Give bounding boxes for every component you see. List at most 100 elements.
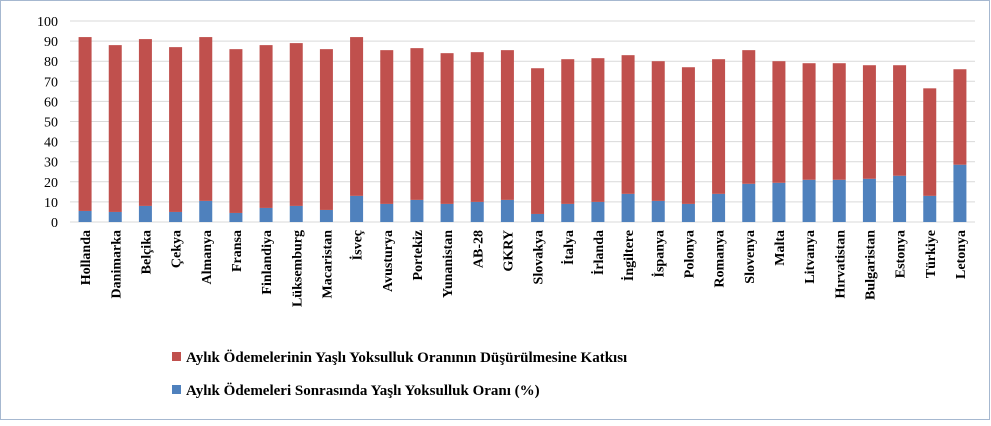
x-tick-label: Danimarka bbox=[109, 230, 124, 298]
bar-segment bbox=[561, 59, 575, 204]
y-tick-label: 0 bbox=[51, 216, 58, 231]
x-tick-label: İtalya bbox=[560, 230, 577, 265]
bar-segment bbox=[621, 193, 635, 222]
bar-segment bbox=[772, 182, 786, 222]
y-tick-label: 40 bbox=[44, 136, 58, 151]
bar-segment bbox=[591, 201, 605, 222]
y-tick-label: 80 bbox=[44, 55, 58, 70]
bar-segment bbox=[380, 50, 394, 204]
y-tick-label: 70 bbox=[44, 75, 58, 90]
bar-segment bbox=[531, 213, 545, 222]
bar-segment bbox=[78, 210, 92, 222]
x-tick-label: Yunanistan bbox=[441, 230, 456, 298]
x-tick-label: İngiltere bbox=[620, 230, 637, 281]
bar-segment bbox=[199, 37, 213, 201]
x-tick-label: Malta bbox=[773, 230, 788, 266]
bar-segment bbox=[832, 179, 846, 222]
x-tick-label: Polonya bbox=[682, 230, 697, 278]
x-tick-label: İsveç bbox=[349, 230, 366, 260]
x-tick-label: GKRY bbox=[501, 230, 516, 272]
bar-segment bbox=[591, 58, 605, 202]
bar-segment bbox=[651, 200, 665, 222]
bar-segment bbox=[470, 201, 484, 222]
bar-segment bbox=[712, 59, 726, 194]
x-tick-label: Avusturya bbox=[381, 230, 396, 292]
bar-segment bbox=[742, 50, 756, 184]
bar-segment bbox=[621, 55, 635, 194]
x-tick-label: Fransa bbox=[230, 230, 245, 272]
bar-segment bbox=[772, 61, 786, 183]
x-tick-label: Bulgaristan bbox=[863, 230, 878, 300]
x-tick-label: Portekiz bbox=[411, 230, 426, 281]
bar-segment bbox=[319, 49, 333, 210]
legend-swatch bbox=[172, 352, 181, 361]
x-tick-label: Hollanda bbox=[79, 230, 94, 285]
bar-segment bbox=[742, 183, 756, 222]
bar-segment bbox=[289, 43, 303, 206]
bar-segment bbox=[500, 50, 514, 200]
bar-segment bbox=[78, 37, 92, 211]
legend-swatch bbox=[172, 385, 181, 394]
x-tick-label: Romanya bbox=[713, 230, 728, 288]
x-tick-label: Macaristan bbox=[320, 230, 335, 299]
x-tick-label: Türkiye bbox=[924, 230, 939, 278]
x-tick-label: Estonya bbox=[894, 230, 909, 278]
x-tick-label: Hırvatistan bbox=[833, 230, 848, 299]
y-tick-label: 10 bbox=[44, 196, 58, 211]
bar-segment bbox=[923, 195, 937, 222]
bar-segment bbox=[893, 175, 907, 222]
bar-segment bbox=[350, 37, 364, 196]
legend-label: Aylık Ödemeleri Sonrasında Yaşlı Yoksull… bbox=[186, 382, 540, 399]
bar-segment bbox=[440, 53, 454, 204]
y-tick-label: 60 bbox=[44, 95, 58, 110]
bar-segment bbox=[108, 45, 122, 212]
bar-segment bbox=[199, 200, 213, 222]
x-tick-label: İspanya bbox=[650, 230, 667, 277]
x-tick-label: Belçika bbox=[139, 230, 154, 274]
bar-segment bbox=[138, 39, 152, 206]
bar-segment bbox=[681, 203, 695, 222]
x-tick-label: Litvanya bbox=[803, 230, 818, 284]
bar-segment bbox=[712, 193, 726, 222]
bar-segment bbox=[862, 178, 876, 222]
bar-segment bbox=[802, 179, 816, 222]
bar-segment bbox=[470, 52, 484, 202]
x-tick-label: Slovenya bbox=[743, 230, 758, 284]
bar-segment bbox=[531, 68, 545, 214]
bar-segment bbox=[651, 61, 665, 201]
y-tick-label: 50 bbox=[44, 116, 58, 131]
y-tick-label: 100 bbox=[37, 15, 58, 30]
y-tick-label: 30 bbox=[44, 156, 58, 171]
bar-segment bbox=[681, 67, 695, 204]
bar-segment bbox=[229, 49, 243, 213]
bar-segment bbox=[832, 63, 846, 180]
bar-segment bbox=[802, 63, 816, 180]
x-tick-label: Almanya bbox=[200, 230, 215, 284]
x-tick-label: İrlanda bbox=[590, 230, 607, 275]
bar-segment bbox=[410, 199, 424, 222]
legend-label: Aylık Ödemelerinin Yaşlı Yoksulluk Oranı… bbox=[186, 349, 627, 366]
y-tick-label: 20 bbox=[44, 176, 58, 191]
bar-segment bbox=[923, 88, 937, 196]
bar-segment bbox=[259, 207, 273, 222]
bar-segment bbox=[380, 203, 394, 222]
bar-segment bbox=[440, 203, 454, 222]
x-tick-label: Finlandiya bbox=[260, 230, 275, 295]
x-tick-label: Çekya bbox=[170, 230, 185, 268]
bar-segment bbox=[108, 211, 122, 222]
x-tick-label: Letonya bbox=[954, 230, 969, 279]
bar-segment bbox=[259, 45, 273, 208]
bar-segment bbox=[953, 164, 967, 222]
bar-segment bbox=[169, 211, 183, 222]
bar-segment bbox=[350, 195, 364, 222]
bar-segment bbox=[893, 65, 907, 176]
bar-segment bbox=[862, 65, 876, 179]
bar-segment bbox=[410, 48, 424, 200]
x-tick-label: AB-28 bbox=[471, 230, 486, 268]
x-tick-label: Lüksemburg bbox=[290, 230, 305, 307]
bar-segment bbox=[500, 199, 514, 222]
x-tick-label: Slovakya bbox=[532, 230, 547, 284]
bar-segment bbox=[289, 205, 303, 222]
